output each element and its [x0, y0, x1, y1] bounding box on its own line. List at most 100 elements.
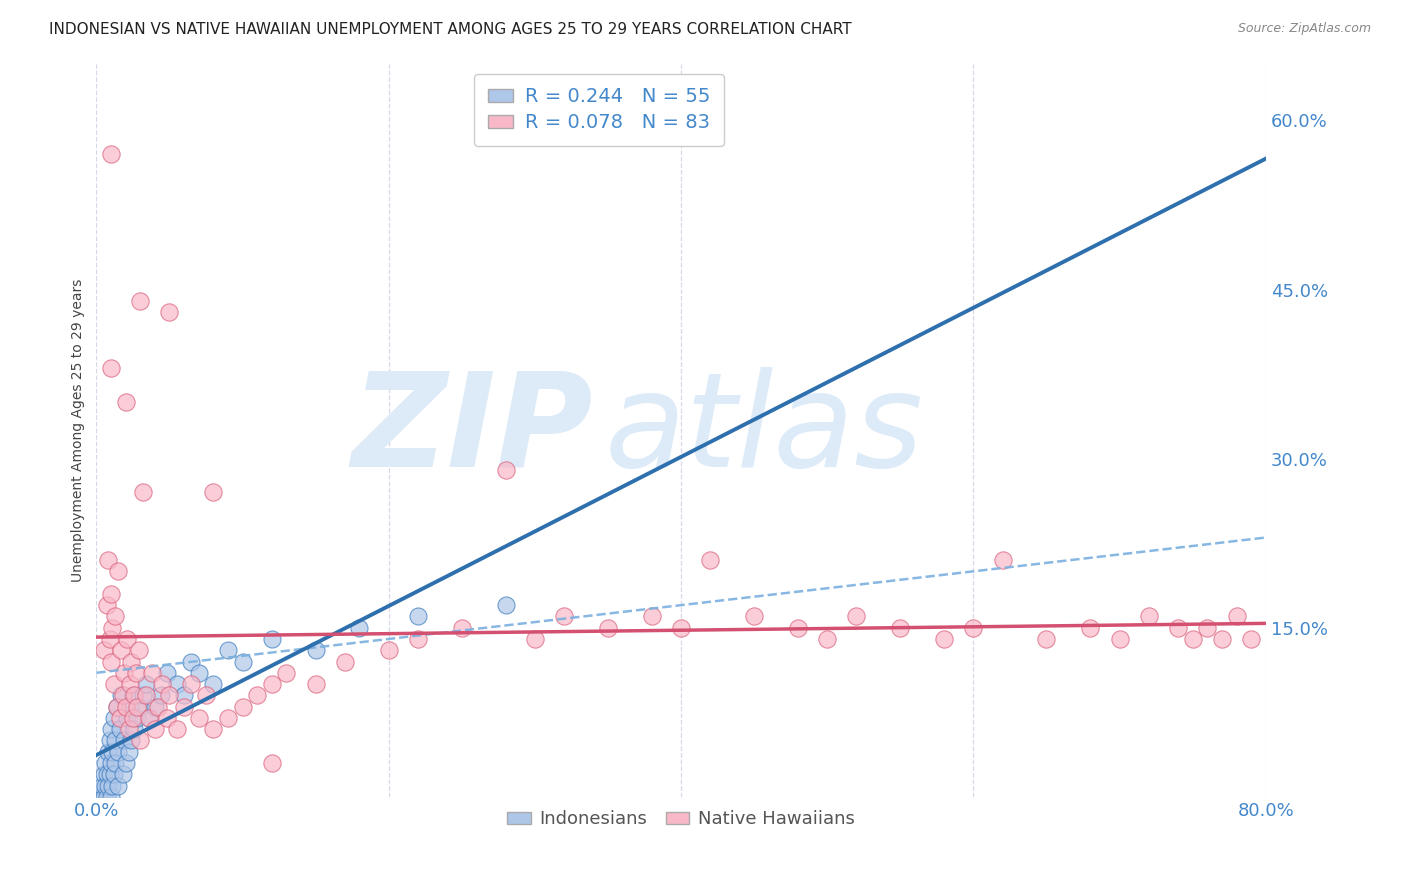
- Point: [173, 689, 195, 703]
- Point: [98, 632, 121, 646]
- Point: [143, 722, 166, 736]
- Point: [132, 485, 155, 500]
- Point: [94, 779, 117, 793]
- Point: [124, 722, 146, 736]
- Point: [138, 711, 160, 725]
- Point: [135, 689, 157, 703]
- Text: atlas: atlas: [605, 367, 924, 494]
- Point: [100, 756, 122, 770]
- Point: [202, 485, 225, 500]
- Point: [103, 767, 125, 781]
- Point: [132, 689, 155, 703]
- Point: [97, 553, 120, 567]
- Point: [104, 733, 127, 747]
- Legend: Indonesians, Native Hawaiians: Indonesians, Native Hawaiians: [501, 803, 862, 836]
- Point: [124, 689, 146, 703]
- Point: [128, 643, 150, 657]
- Text: INDONESIAN VS NATIVE HAWAIIAN UNEMPLOYMENT AMONG AGES 25 TO 29 YEARS CORRELATION: INDONESIAN VS NATIVE HAWAIIAN UNEMPLOYME…: [49, 22, 852, 37]
- Point: [889, 621, 911, 635]
- Point: [231, 699, 253, 714]
- Point: [406, 632, 429, 646]
- Point: [91, 779, 114, 793]
- Point: [104, 609, 127, 624]
- Point: [406, 609, 429, 624]
- Point: [1181, 632, 1204, 646]
- Y-axis label: Unemployment Among Ages 25 to 29 years: Unemployment Among Ages 25 to 29 years: [72, 278, 86, 582]
- Point: [114, 756, 136, 770]
- Point: [146, 699, 169, 714]
- Point: [260, 756, 283, 770]
- Point: [107, 745, 129, 759]
- Point: [103, 677, 125, 691]
- Point: [1167, 621, 1189, 635]
- Point: [231, 655, 253, 669]
- Text: Source: ZipAtlas.com: Source: ZipAtlas.com: [1237, 22, 1371, 36]
- Point: [246, 689, 269, 703]
- Point: [98, 767, 121, 781]
- Point: [149, 689, 172, 703]
- Point: [450, 621, 472, 635]
- Point: [173, 699, 195, 714]
- Point: [112, 665, 135, 680]
- Point: [159, 305, 181, 319]
- Point: [129, 733, 152, 747]
- Point: [125, 665, 148, 680]
- Point: [187, 711, 209, 725]
- Point: [349, 621, 371, 635]
- Point: [217, 711, 239, 725]
- Point: [122, 711, 145, 725]
- Point: [117, 745, 139, 759]
- Point: [105, 699, 128, 714]
- Point: [115, 711, 138, 725]
- Point: [260, 632, 283, 646]
- Point: [100, 789, 122, 804]
- Point: [138, 711, 160, 725]
- Point: [110, 643, 132, 657]
- Point: [96, 767, 118, 781]
- Point: [94, 756, 117, 770]
- Point: [118, 699, 141, 714]
- Point: [105, 699, 128, 714]
- Point: [96, 598, 118, 612]
- Point: [377, 643, 399, 657]
- Point: [1211, 632, 1233, 646]
- Point: [112, 733, 135, 747]
- Point: [991, 553, 1014, 567]
- Point: [260, 677, 283, 691]
- Point: [699, 553, 721, 567]
- Point: [107, 779, 129, 793]
- Point: [100, 361, 122, 376]
- Point: [1078, 621, 1101, 635]
- Point: [110, 689, 132, 703]
- Point: [120, 655, 142, 669]
- Point: [101, 745, 124, 759]
- Point: [787, 621, 810, 635]
- Point: [845, 609, 868, 624]
- Point: [107, 565, 129, 579]
- Point: [934, 632, 956, 646]
- Point: [155, 665, 177, 680]
- Point: [115, 632, 138, 646]
- Point: [117, 722, 139, 736]
- Point: [276, 665, 298, 680]
- Point: [101, 779, 124, 793]
- Point: [1137, 609, 1160, 624]
- Point: [108, 722, 131, 736]
- Point: [815, 632, 838, 646]
- Point: [1197, 621, 1219, 635]
- Point: [187, 665, 209, 680]
- Point: [962, 621, 984, 635]
- Point: [180, 655, 202, 669]
- Point: [129, 293, 152, 308]
- Point: [195, 689, 218, 703]
- Point: [111, 689, 134, 703]
- Point: [100, 587, 122, 601]
- Point: [114, 395, 136, 409]
- Point: [103, 711, 125, 725]
- Point: [108, 711, 131, 725]
- Point: [104, 756, 127, 770]
- Point: [111, 767, 134, 781]
- Point: [93, 643, 115, 657]
- Point: [180, 677, 202, 691]
- Point: [202, 677, 225, 691]
